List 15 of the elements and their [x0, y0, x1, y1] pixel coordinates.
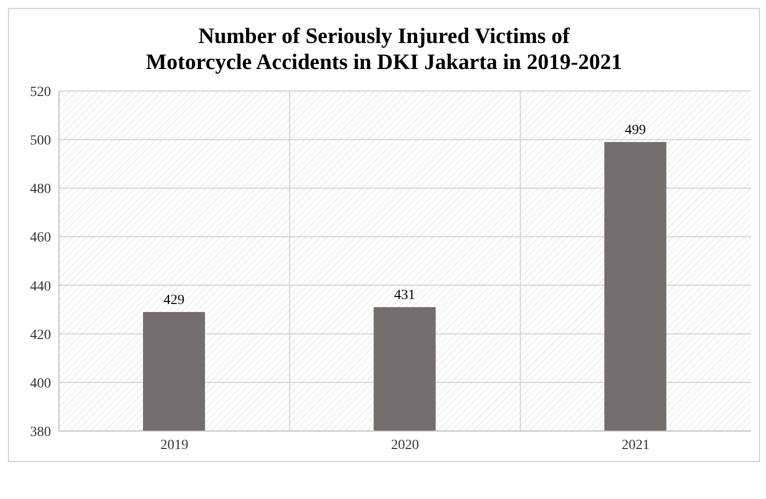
y-tick-label: 380 [30, 424, 51, 440]
data-label: 429 [164, 293, 184, 308]
y-tick-label: 400 [30, 376, 51, 392]
chart-title: Number of Seriously Injured Victims of Motorcycle Accidents in DKI Jakarta in 2019-2021 [144, 23, 624, 75]
x-tick-label: 2021 [622, 438, 650, 453]
y-tick-label: 440 [30, 279, 51, 294]
y-tick-label: 480 [30, 182, 51, 198]
x-tick-label: 2020 [391, 438, 419, 453]
y-tick-label: 500 [30, 134, 51, 149]
y-tick-label: 420 [30, 328, 51, 343]
y-tick-label: 460 [30, 230, 51, 246]
data-label: 499 [624, 123, 646, 138]
x-tick-label: 2019 [160, 438, 188, 453]
data-label: 431 [394, 288, 416, 304]
y-tick-label: 520 [30, 84, 51, 100]
